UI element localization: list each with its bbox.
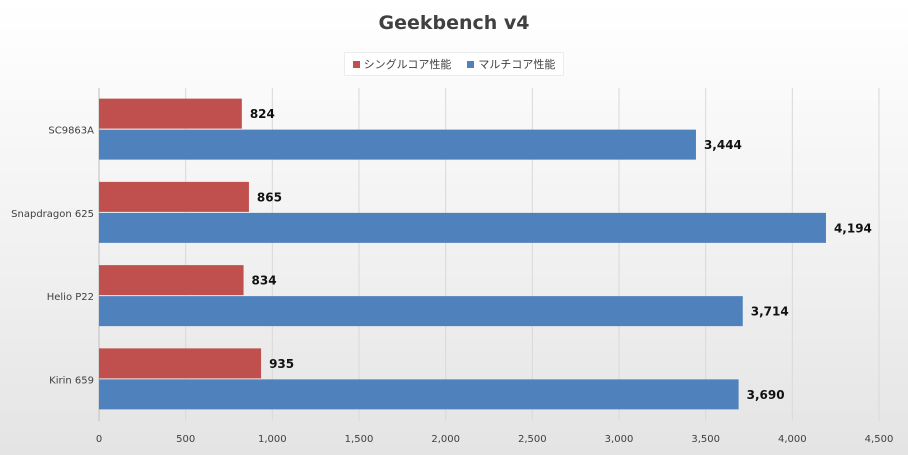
x-tick-label: 4,500	[865, 434, 894, 445]
data-label: 3,444	[704, 138, 742, 152]
category-label: Helio P22	[47, 292, 94, 303]
data-label: 4,194	[834, 221, 872, 235]
legend-item-multi-core: マルチコア性能	[467, 56, 555, 72]
bar-multi-0	[99, 129, 696, 160]
x-tick-label: 3,500	[691, 434, 720, 445]
data-label: 3,714	[751, 305, 789, 319]
x-tick-label: 3,000	[605, 434, 634, 445]
data-label: 824	[250, 107, 275, 121]
bar-multi-3	[99, 379, 739, 410]
data-label: 935	[269, 357, 294, 371]
x-tick-label: 0	[96, 434, 102, 445]
category-label: SC9863A	[48, 126, 94, 137]
legend-swatch-multi-core	[467, 60, 475, 68]
x-tick-label: 500	[176, 434, 195, 445]
legend: シングルコア性能 マルチコア性能	[0, 52, 908, 76]
data-label: 3,690	[747, 388, 785, 402]
x-tick-label: 1,500	[345, 434, 374, 445]
x-tick-label: 4,000	[778, 434, 807, 445]
x-tick-label: 2,500	[518, 434, 547, 445]
bar-single-0	[99, 98, 242, 129]
x-tick-label: 1,000	[258, 434, 287, 445]
legend-box: シングルコア性能 マルチコア性能	[343, 52, 565, 76]
data-label: 865	[257, 190, 282, 204]
legend-item-single-core: シングルコア性能	[352, 56, 452, 72]
data-label: 834	[252, 274, 277, 288]
legend-swatch-single-core	[352, 60, 360, 68]
category-label: Kirin 659	[49, 375, 94, 386]
x-tick-label: 2,000	[431, 434, 460, 445]
bar-single-3	[99, 348, 262, 379]
legend-label-single-core: シングルコア性能	[363, 58, 452, 71]
category-label: Snapdragon 625	[11, 209, 94, 220]
bar-single-1	[99, 181, 249, 212]
bar-multi-2	[99, 296, 743, 327]
legend-label-multi-core: マルチコア性能	[478, 58, 556, 71]
bar-multi-1	[99, 212, 826, 243]
bar-single-2	[99, 265, 244, 296]
chart-title: Geekbench v4	[378, 12, 530, 34]
